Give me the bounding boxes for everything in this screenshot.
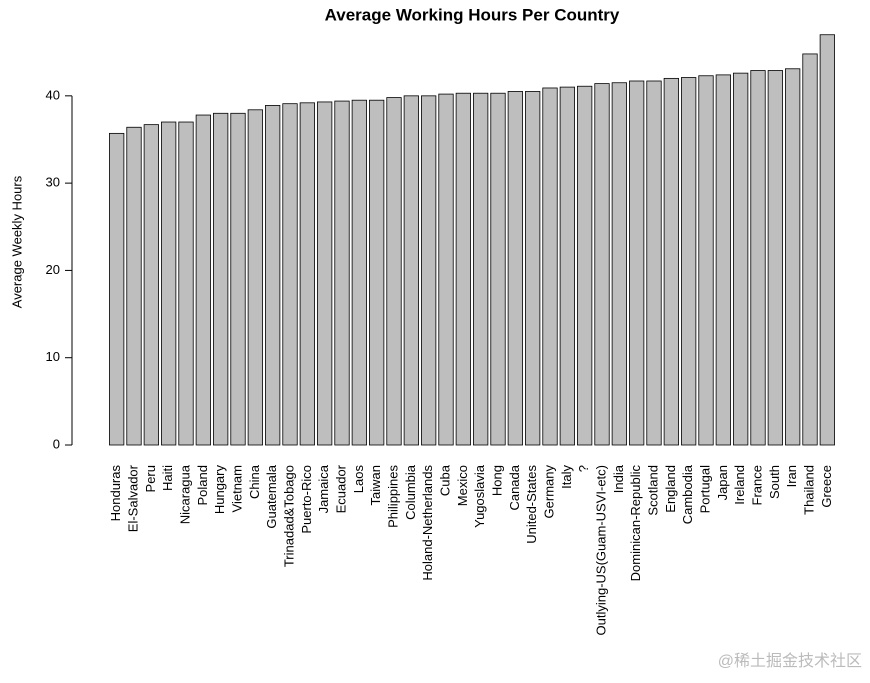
y-tick-label: 30 xyxy=(46,175,60,190)
x-tick-label: Yugoslavia xyxy=(472,464,487,528)
x-tick-label: Ireland xyxy=(732,465,747,505)
x-tick-label: Laos xyxy=(351,465,366,494)
bar xyxy=(733,72,749,446)
bar xyxy=(698,75,714,446)
bar xyxy=(126,126,142,446)
x-tick-label: Dominican-Republic xyxy=(628,465,643,582)
bar xyxy=(403,95,419,446)
bar xyxy=(715,74,731,446)
bar xyxy=(559,86,575,446)
x-tick-label: Mexico xyxy=(455,465,470,506)
bar xyxy=(525,91,541,446)
bar xyxy=(334,100,350,446)
bar xyxy=(421,95,437,446)
x-tick-label: Columbia xyxy=(403,464,418,520)
x-tick-label: Hungary xyxy=(212,465,227,515)
x-tick-label: Germany xyxy=(541,465,556,519)
bar xyxy=(247,109,263,446)
x-tick-label: Poland xyxy=(195,465,210,505)
y-tick-label: 0 xyxy=(53,436,60,451)
x-tick-label: Italy xyxy=(559,465,574,489)
bar xyxy=(213,112,229,446)
x-tick-label: ? xyxy=(576,465,591,472)
x-tick-label: Guatemala xyxy=(264,464,279,528)
x-tick-label: Outlying-US(Guam-USVI-etc) xyxy=(593,465,608,635)
x-tick-label: Ecuador xyxy=(333,464,348,513)
x-tick-label: Hong xyxy=(489,465,504,496)
bar xyxy=(299,102,315,446)
bar xyxy=(143,124,159,446)
x-tick-label: Holand-Netherlands xyxy=(420,465,435,581)
bar xyxy=(473,92,489,446)
bar xyxy=(230,112,246,446)
bar xyxy=(195,114,211,446)
bar xyxy=(369,99,385,446)
bar xyxy=(750,70,766,446)
x-tick-label: China xyxy=(247,464,262,499)
x-tick-label: Thailand xyxy=(801,465,816,515)
x-tick-label: Peru xyxy=(143,465,158,492)
bar xyxy=(455,92,471,446)
x-tick-label: Canada xyxy=(507,464,522,510)
bar xyxy=(109,132,125,446)
y-tick-label: 20 xyxy=(46,262,60,277)
bar xyxy=(611,82,627,446)
x-tick-label: Scotland xyxy=(645,465,660,516)
x-tick-label: Jamaica xyxy=(316,464,331,513)
y-tick-label: 40 xyxy=(46,87,60,102)
bar xyxy=(282,103,298,446)
x-tick-label: France xyxy=(749,465,764,505)
bar xyxy=(178,121,194,446)
x-tick-label: Nicaragua xyxy=(177,464,192,524)
x-tick-label: Trinadad&Tobago xyxy=(281,465,296,567)
x-tick-label: Haiti xyxy=(160,465,175,491)
x-tick-label: Cuba xyxy=(437,464,452,496)
bar xyxy=(507,91,523,446)
bar xyxy=(542,87,558,446)
watermark: @稀土掘金技术社区 xyxy=(718,652,862,670)
x-tick-label: El-Salvador xyxy=(125,464,140,532)
x-tick-label: Puerto-Rico xyxy=(299,465,314,534)
bar xyxy=(438,93,454,446)
y-axis-label: Average Weekly Hours xyxy=(9,175,24,308)
bar xyxy=(681,77,697,446)
bar xyxy=(819,34,835,446)
bar xyxy=(594,83,610,446)
bar xyxy=(351,99,367,446)
x-tick-label: Vietnam xyxy=(229,465,244,512)
bar xyxy=(646,80,662,446)
bar xyxy=(802,53,818,446)
bar xyxy=(767,70,783,446)
x-tick-label: South xyxy=(767,465,782,499)
bar xyxy=(629,80,645,446)
x-tick-label: Honduras xyxy=(108,465,123,522)
chart-title: Average Working Hours Per Country xyxy=(325,5,620,24)
x-tick-label: Japan xyxy=(715,465,730,500)
x-tick-label: Portugal xyxy=(697,465,712,514)
x-tick-label: England xyxy=(663,465,678,513)
bar xyxy=(577,85,593,446)
bar xyxy=(265,105,281,446)
x-tick-label: India xyxy=(611,464,626,493)
bar xyxy=(386,97,402,446)
bar xyxy=(663,77,679,446)
y-tick-label: 10 xyxy=(46,349,60,364)
x-tick-label: United-States xyxy=(524,465,539,544)
bar xyxy=(490,92,506,446)
bar xyxy=(161,121,177,446)
x-tick-label: Greece xyxy=(819,465,834,508)
x-tick-label: Cambodia xyxy=(680,464,695,524)
x-tick-label: Taiwan xyxy=(368,465,383,505)
bar xyxy=(785,68,801,446)
x-tick-label: Philippines xyxy=(385,465,400,528)
x-tick-label: Iran xyxy=(784,465,799,487)
bar xyxy=(317,101,333,446)
